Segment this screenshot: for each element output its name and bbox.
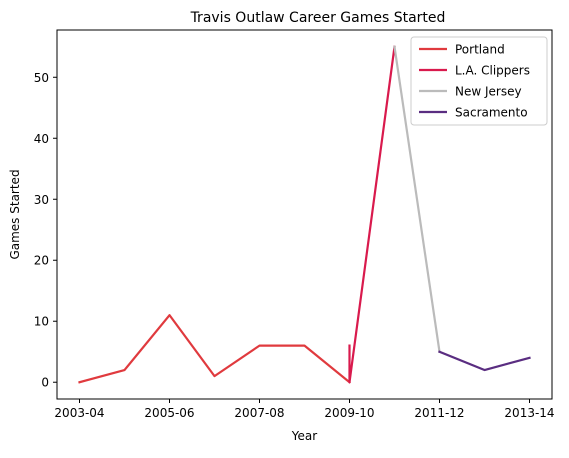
- y-tick-label-5: 50: [34, 71, 49, 85]
- legend: Portland L.A. Clippers New Jersey Sacrament…: [410, 36, 548, 126]
- x-tick-label-0: 2003-04: [54, 406, 104, 420]
- series-line-0: [78, 314, 352, 384]
- y-tick-label-1: 10: [34, 315, 49, 329]
- y-tick-label-2: 20: [34, 254, 49, 268]
- series-line-1: [348, 45, 396, 384]
- x-tick-label-3: 2009-10: [324, 406, 374, 420]
- legend-box: [410, 36, 548, 126]
- x-tick-label-4: 2011-12: [414, 406, 464, 420]
- x-tick-label-5: 2013-14: [504, 406, 554, 420]
- y-tick-label-3: 30: [34, 193, 49, 207]
- series-line-3: [438, 350, 531, 372]
- x-tick-label-1: 2005-06: [144, 406, 194, 420]
- legend-label-3: Sacramento: [455, 106, 528, 120]
- legend-label-2: New Jersey: [455, 85, 522, 99]
- plot-frame: [56, 29, 553, 400]
- y-tick-label-0: 0: [41, 376, 49, 390]
- y-axis-label: Games Started: [8, 169, 22, 259]
- x-axis-label: Year: [291, 429, 317, 443]
- y-tick-label-4: 40: [34, 132, 49, 146]
- series-line-2: [393, 45, 441, 353]
- legend-label-0: Portland: [455, 43, 505, 57]
- plot-area: 2003-04 2005-06 2007-08 2009-10 2011-12 2013-…: [34, 29, 555, 420]
- x-tick-label-2: 2007-08: [234, 406, 284, 420]
- chart-title: Travis Outlaw Career Games Started: [190, 10, 446, 26]
- legend-label-1: L.A. Clippers: [455, 64, 530, 78]
